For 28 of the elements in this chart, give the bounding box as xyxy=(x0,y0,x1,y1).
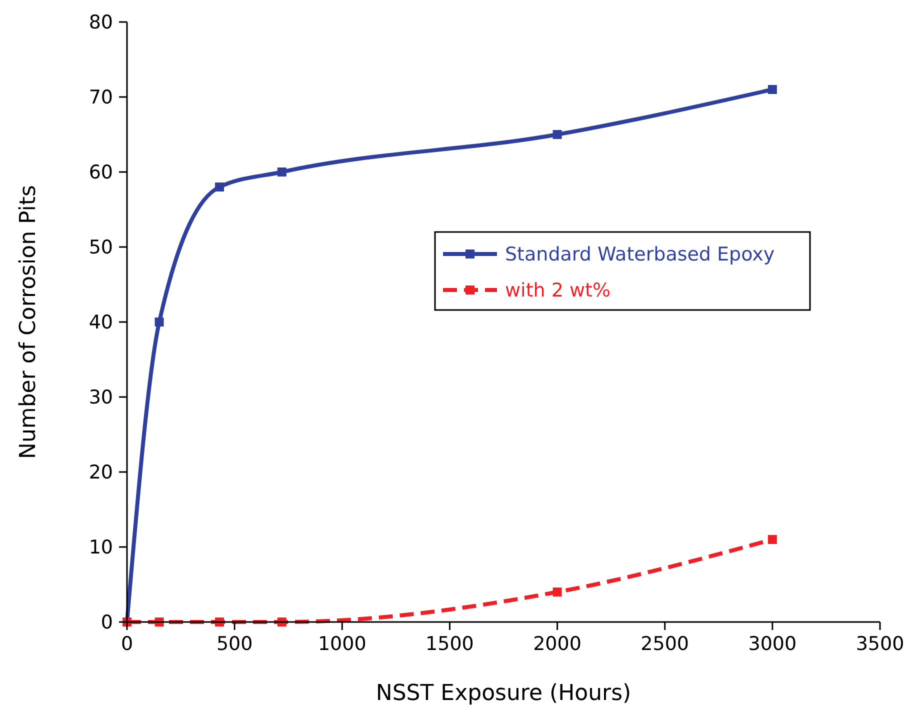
point xyxy=(768,535,777,544)
y-axis-title: Number of Corrosion Pits xyxy=(16,184,41,460)
point xyxy=(768,85,777,94)
legend-label: with 2 wt% xyxy=(505,280,611,302)
x-axis-title: NSST Exposure (Hours) xyxy=(376,681,632,706)
legend-label: Standard Waterbased Epoxy xyxy=(505,244,775,266)
y-tick-label: 80 xyxy=(88,12,113,34)
y-tick-label: 30 xyxy=(88,386,113,409)
x-tick-label: 2000 xyxy=(533,633,582,655)
y-tick-label: 60 xyxy=(88,162,113,184)
y-tick-label: 0 xyxy=(100,612,113,634)
x-tick-label: 3000 xyxy=(748,633,797,655)
y-tick-label: 10 xyxy=(88,536,113,559)
x-tick-label: 1500 xyxy=(426,633,474,655)
point xyxy=(277,168,286,176)
y-tick-label: 40 xyxy=(88,312,113,334)
y-tick-label: 70 xyxy=(88,86,113,109)
x-tick-label: 3500 xyxy=(856,633,904,655)
point xyxy=(154,318,164,326)
x-tick-label: 1000 xyxy=(318,633,366,655)
x-tick-label: 500 xyxy=(216,633,253,655)
y-tick-label: 20 xyxy=(88,462,113,484)
point xyxy=(552,588,562,596)
y-tick-label: 50 xyxy=(88,236,113,259)
x-tick-label: 2500 xyxy=(640,633,690,655)
point xyxy=(552,130,562,139)
x-tick-label: 0 xyxy=(120,633,134,655)
point xyxy=(215,182,224,192)
